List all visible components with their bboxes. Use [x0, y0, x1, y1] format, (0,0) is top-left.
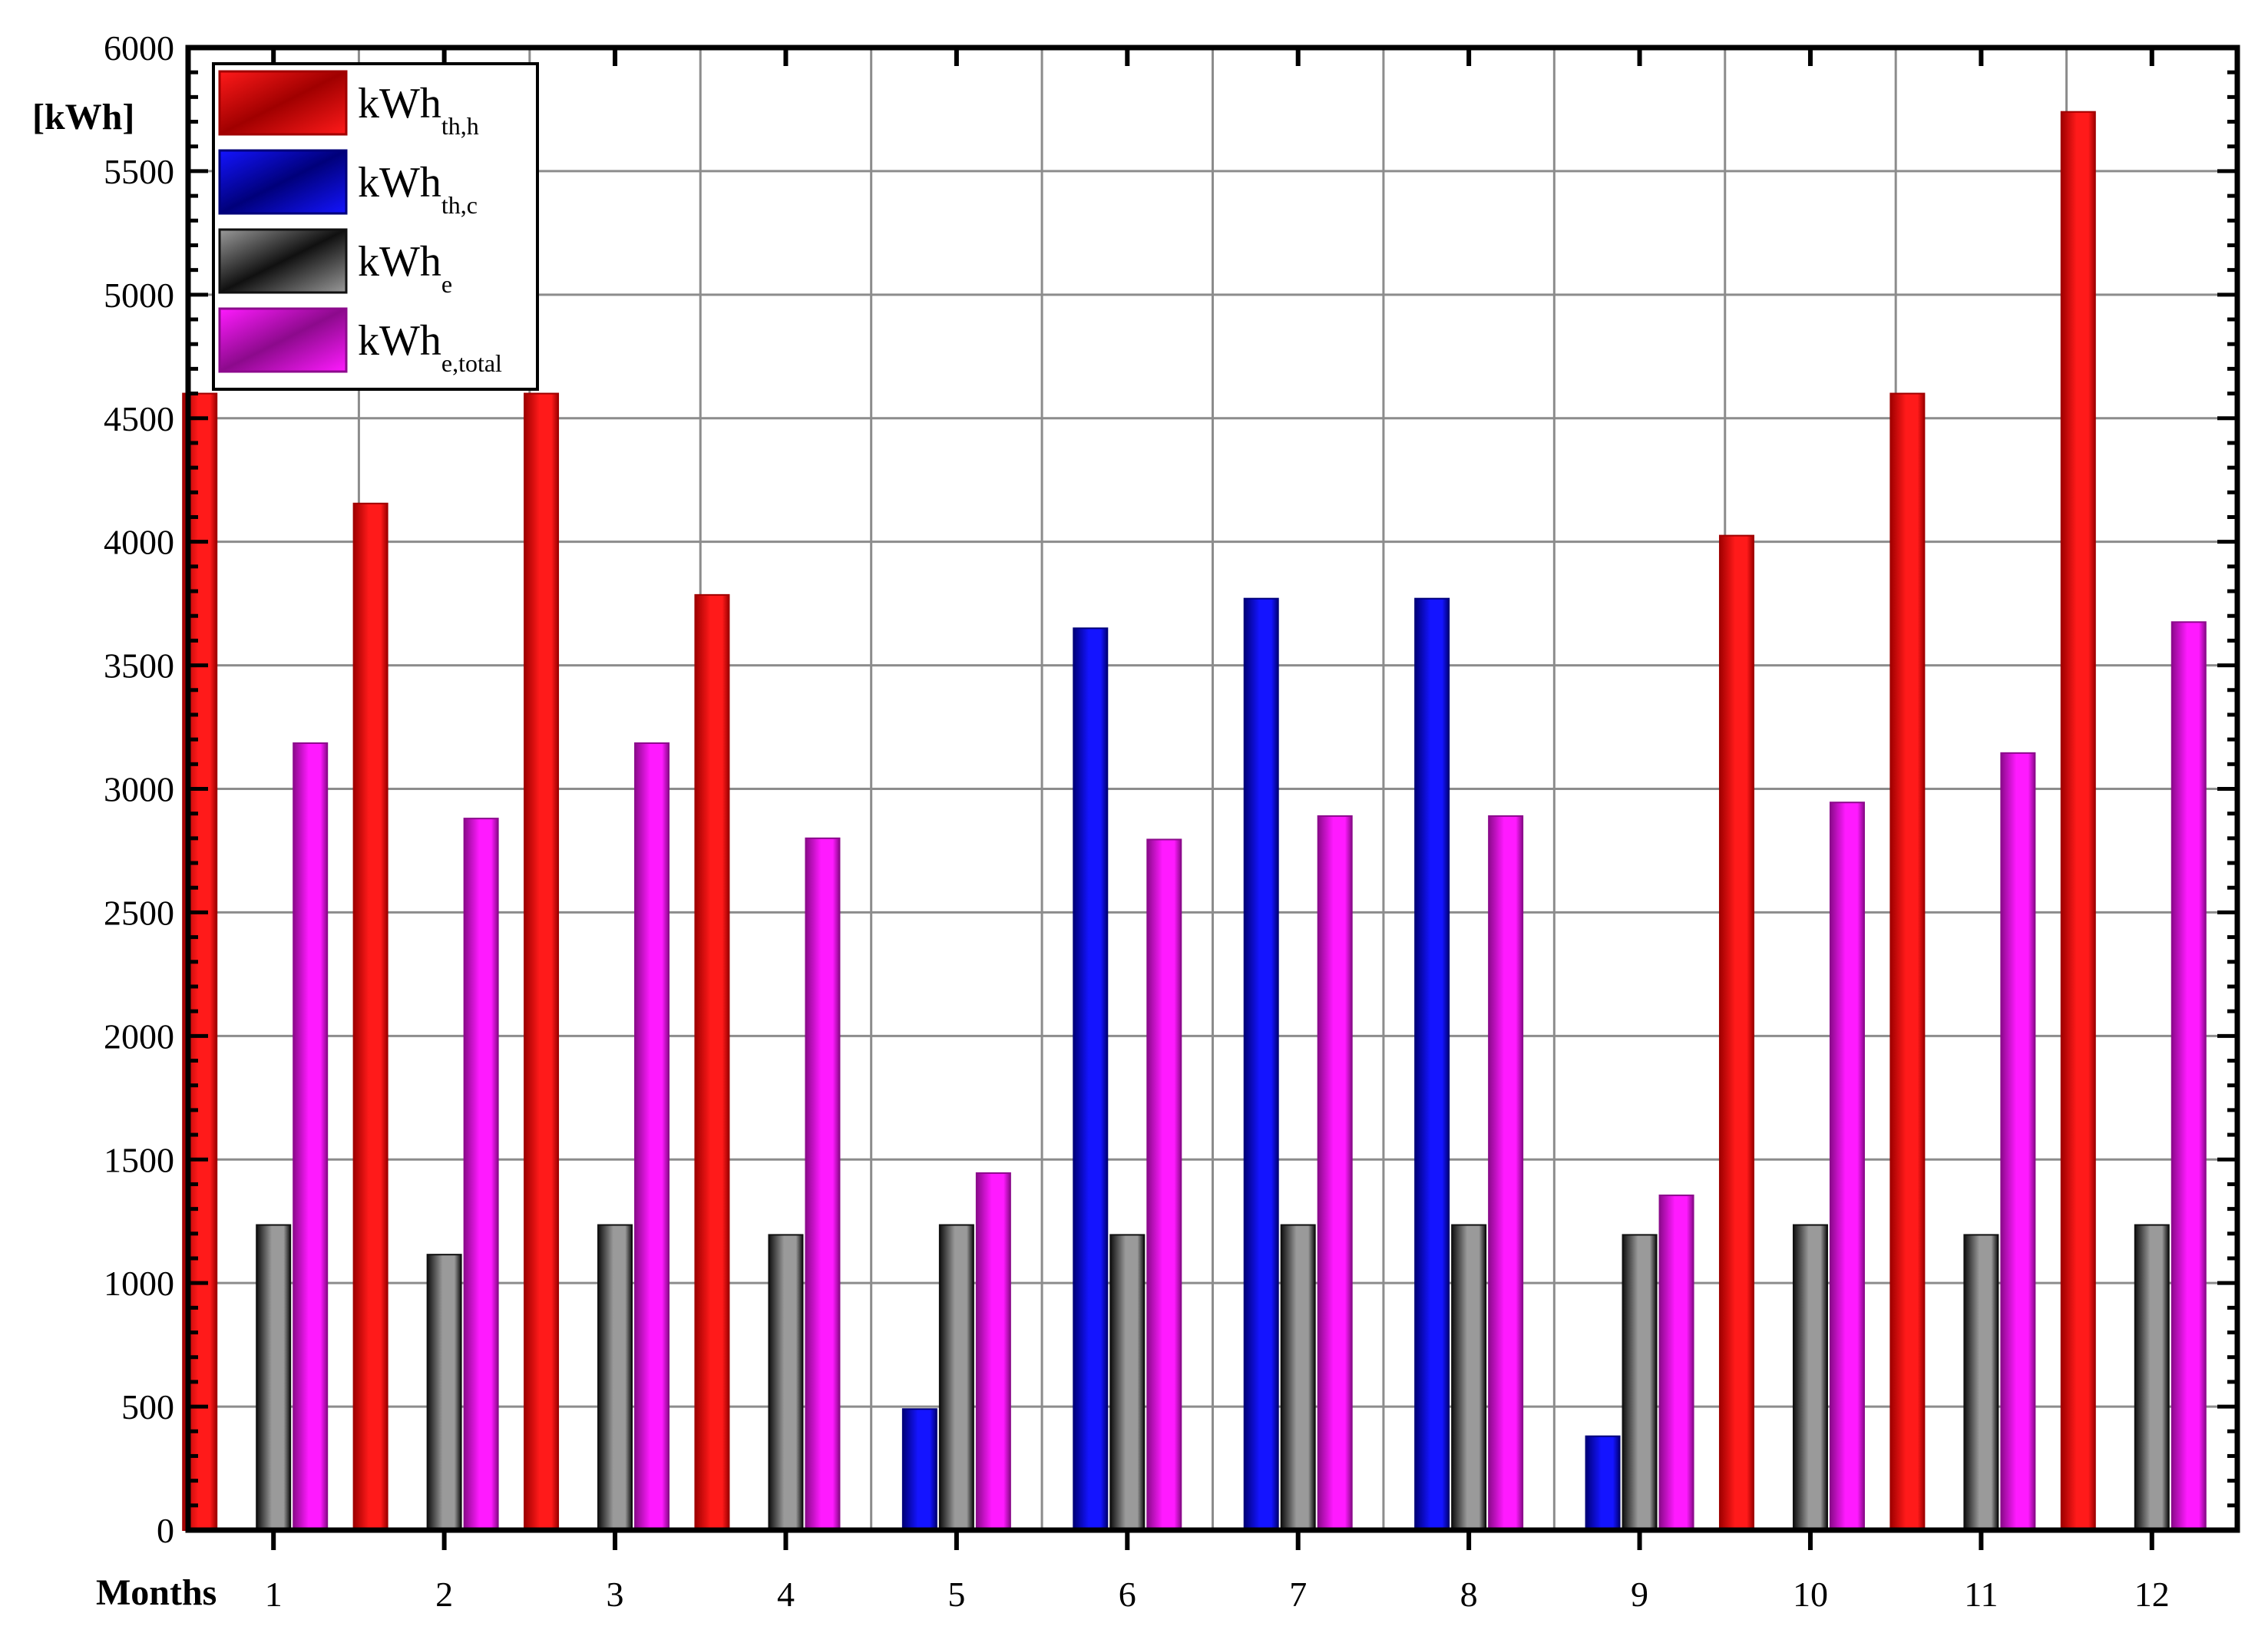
x-tick-label: 12 — [2134, 1575, 2170, 1614]
x-tick-label: 7 — [1289, 1575, 1307, 1614]
x-tick-label: 3 — [607, 1575, 624, 1614]
x-tick-label: 6 — [1119, 1575, 1136, 1614]
legend-swatch — [218, 228, 348, 294]
bar-series3-month-9 — [1622, 1234, 1658, 1531]
x-tick-label: 11 — [1964, 1575, 1998, 1614]
bar-series4-month-9 — [1658, 1194, 1694, 1532]
bar-series2-month-6 — [1073, 627, 1109, 1531]
y-tick-label: 4000 — [104, 523, 174, 562]
bar-series3-month-3 — [597, 1224, 633, 1532]
y-tick-label: 500 — [121, 1387, 174, 1426]
y-tick-label: 3000 — [104, 770, 174, 809]
x-axis-label: Months — [96, 1572, 217, 1613]
bar-series3-month-8 — [1451, 1224, 1487, 1532]
y-tick-label: 4500 — [104, 399, 174, 438]
bar-series4-month-1 — [293, 742, 329, 1531]
legend-entry: kWhe — [358, 238, 452, 298]
y-tick-label: 6000 — [104, 28, 174, 68]
legend-entry: kWhth,c — [358, 159, 478, 219]
y-tick-label: 5000 — [104, 276, 174, 315]
bar-series4-month-7 — [1317, 815, 1353, 1531]
bar-series4-month-2 — [463, 818, 499, 1531]
bar-series3-month-11 — [1963, 1234, 1999, 1531]
legend-swatch — [218, 149, 348, 215]
bar-series3-month-5 — [938, 1224, 974, 1532]
bar-series2-month-8 — [1414, 597, 1450, 1531]
y-axis-label: [kWh] — [32, 97, 134, 137]
legend-entry: kWhth,h — [358, 80, 479, 140]
bar-series1-month-3 — [524, 392, 560, 1531]
bar-series4-month-10 — [1829, 802, 1865, 1531]
x-tick-label: 10 — [1793, 1575, 1828, 1614]
bar-series4-month-5 — [975, 1172, 1011, 1531]
bar-series3-month-12 — [2134, 1224, 2170, 1532]
y-tick-label: 5500 — [104, 152, 174, 191]
bar-series4-month-3 — [634, 742, 670, 1531]
bar-series3-month-10 — [1792, 1224, 1828, 1532]
bar-series4-month-11 — [2000, 752, 2036, 1531]
bar-series3-month-1 — [256, 1224, 292, 1532]
y-tick-label: 1000 — [104, 1264, 174, 1303]
bar-series2-month-9 — [1585, 1435, 1621, 1532]
y-tick-label: 2500 — [104, 893, 174, 932]
legend-entry-subscript: e,total — [441, 349, 502, 377]
bar-series4-month-8 — [1488, 815, 1524, 1531]
bar-series3-month-2 — [426, 1254, 462, 1532]
bar-series2-month-7 — [1243, 597, 1279, 1531]
x-tick-label: 8 — [1460, 1575, 1478, 1614]
bar-series1-month-4 — [694, 593, 730, 1531]
legend-entry-name: kWh — [358, 238, 441, 286]
bar-series4-month-12 — [2170, 621, 2207, 1532]
x-tick-label: 9 — [1631, 1575, 1648, 1614]
x-tick-label: 4 — [777, 1575, 795, 1614]
y-tick-label: 0 — [157, 1511, 174, 1550]
legend-swatch — [218, 70, 348, 136]
axis-ticks: 0 500 1000 1500 2000 2500 3000 3500 4000 4500 5000… — [104, 28, 2237, 1614]
bar-series4-month-6 — [1146, 838, 1182, 1531]
legend-entry: kWhe,total — [358, 317, 502, 377]
x-tick-label: 5 — [947, 1575, 965, 1614]
bar-series3-month-4 — [768, 1234, 804, 1531]
x-tick-label: 1 — [265, 1575, 283, 1614]
bar-series2-month-5 — [901, 1408, 937, 1531]
y-tick-label: 3500 — [104, 646, 174, 686]
legend-entry-name: kWh — [358, 159, 441, 207]
y-tick-label: 2000 — [104, 1016, 174, 1056]
legend-swatch — [218, 307, 348, 373]
bar-series1-month-10 — [1718, 534, 1754, 1531]
bar-series3-month-7 — [1280, 1224, 1316, 1532]
legend-entry-name: kWh — [358, 317, 441, 365]
bar-series1-month-12 — [2060, 111, 2096, 1532]
bar-series4-month-4 — [805, 837, 841, 1532]
x-tick-label: 2 — [435, 1575, 453, 1614]
bar-series1-month-11 — [1889, 392, 1926, 1531]
y-tick-label: 1500 — [104, 1140, 174, 1179]
legend-entry-subscript: e — [441, 270, 452, 298]
legend-entry-subscript: th,h — [441, 112, 479, 140]
legend-entry-subscript: th,c — [441, 191, 478, 219]
bar-series3-month-6 — [1109, 1234, 1146, 1531]
bar-series1-month-2 — [352, 502, 388, 1531]
legend-entry-name: kWh — [358, 80, 441, 127]
